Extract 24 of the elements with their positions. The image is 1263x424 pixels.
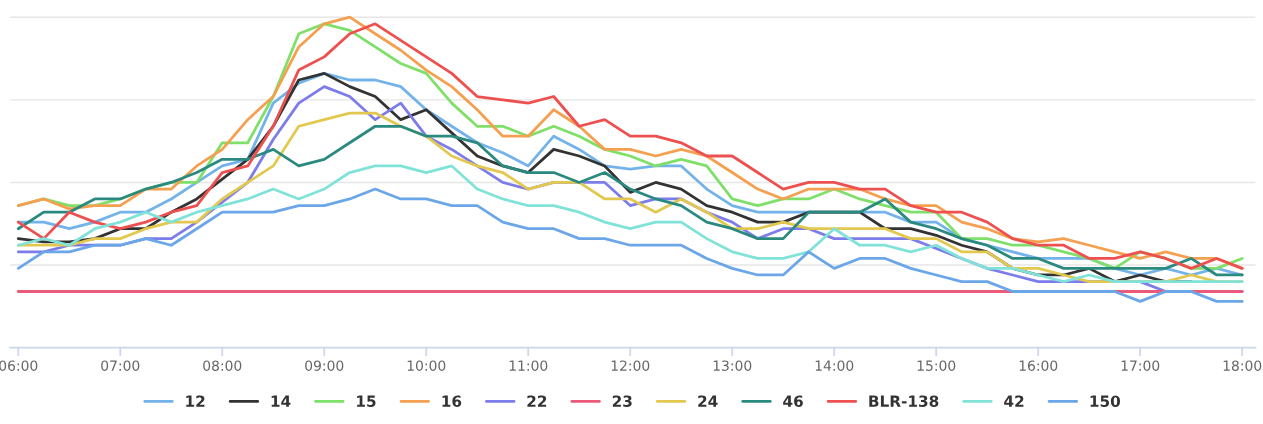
x-tick-label: 09:00	[305, 360, 344, 371]
x-tick-label: 14:00	[815, 360, 854, 371]
x-tick-label: 12:00	[611, 360, 650, 371]
x-tick-label: 18:00	[1223, 360, 1262, 371]
x-tick-label: 08:00	[203, 360, 242, 371]
legend-label: 22	[527, 395, 547, 407]
x-tick-label: 15:00	[917, 360, 956, 371]
legend-label: 46	[783, 395, 803, 407]
legend-label: 42	[1004, 395, 1024, 407]
legend-label: 12	[186, 395, 205, 407]
x-tick-label: 06:00	[0, 360, 38, 371]
legend-label: 24	[698, 395, 718, 407]
x-tick-label: 13:00	[713, 360, 752, 371]
legend-label: 14	[271, 395, 291, 407]
legend-label: 150	[1090, 395, 1121, 407]
x-tick-label: 07:00	[101, 360, 140, 371]
x-tick-label: 10:00	[407, 360, 446, 371]
legend-label: 16	[442, 395, 462, 407]
x-tick-label: 17:00	[1121, 360, 1160, 371]
legend-label: 15	[357, 395, 376, 407]
legend-label: 23	[612, 395, 632, 407]
legend-label: BLR-138	[869, 395, 939, 407]
x-tick-label: 16:00	[1019, 360, 1058, 371]
x-tick-label: 11:00	[509, 360, 548, 371]
